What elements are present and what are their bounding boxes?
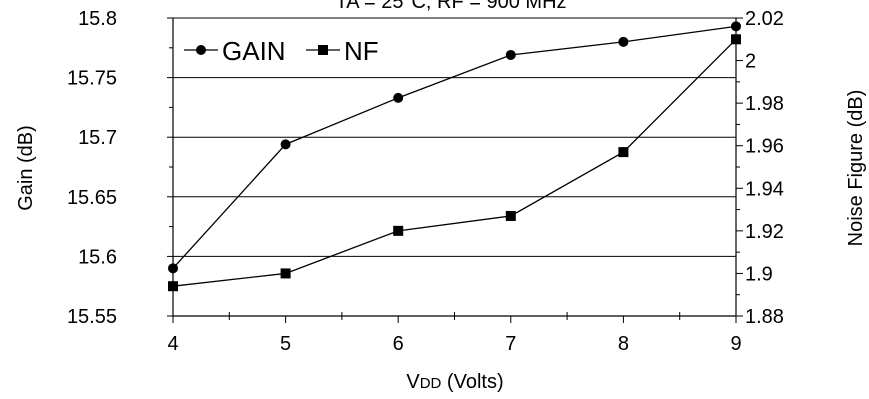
- x-tick-label: 4: [167, 333, 178, 355]
- nf-point: [731, 34, 741, 45]
- y-right-tick-label: 2: [745, 51, 756, 73]
- legend-label-nf: NF: [344, 36, 379, 66]
- y-left-tick-label: 15.7: [78, 127, 117, 149]
- x-axis-title-subscript: DD: [420, 375, 442, 392]
- x-tick-label: 6: [393, 333, 404, 355]
- x-tick-label: 5: [280, 333, 291, 355]
- gain-point: [505, 49, 516, 60]
- grid-lines: [173, 17, 736, 257]
- x-axis-title-rest: (Volts): [441, 371, 503, 393]
- nf-point: [618, 147, 629, 158]
- x-tick-label: 7: [505, 333, 516, 355]
- y-right-tick-label: 2.02: [745, 8, 784, 30]
- gain-point: [618, 36, 629, 47]
- y-left-tick-label: 15.55: [67, 306, 117, 328]
- y-left-tick-label: 15.75: [67, 68, 117, 90]
- nf-point: [280, 268, 291, 279]
- y-right-tick-label: 1.88: [745, 306, 784, 328]
- y-right-axis-title: Noise Figure (dB): [845, 90, 867, 247]
- x-tick-label: 8: [618, 333, 629, 355]
- x-axis-title: VDD (Volts): [406, 371, 503, 393]
- chart-title: TA = 25°C, RF = 900 MHz: [335, 0, 566, 13]
- nf-line: [172, 38, 737, 287]
- gain-line: [172, 25, 737, 269]
- axes: 15.55 15.6 15.65 15.7 15.75 15.8 1.88 1.9 1.92 1.…: [67, 8, 784, 355]
- gain-point: [168, 263, 178, 274]
- y-right-tick-label: 1.96: [745, 136, 784, 158]
- nf-point: [168, 281, 178, 292]
- legend-label-gain: GAIN: [222, 36, 286, 66]
- y-right-tick-label: 1.9: [745, 263, 773, 285]
- x-axis-title-main: V: [406, 371, 420, 393]
- y-left-tick-label: 15.65: [67, 187, 117, 209]
- legend: GAIN NF: [178, 31, 418, 71]
- gain-point: [280, 139, 291, 150]
- y-right-tick-label: 1.94: [745, 178, 784, 200]
- legend-marker-gain: [196, 45, 206, 55]
- x-tick-label: 9: [730, 333, 741, 355]
- legend-background: [178, 31, 418, 71]
- y-right-tick-label: 1.92: [745, 221, 784, 243]
- nf-point: [505, 210, 516, 221]
- y-right-tick-label: 1.98: [745, 93, 784, 115]
- nf-point: [393, 225, 404, 236]
- gain-point: [731, 21, 741, 32]
- series: [168, 21, 741, 292]
- y-left-axis-title: Gain (dB): [15, 125, 37, 211]
- y-left-tick-label: 15.6: [78, 246, 117, 268]
- legend-marker-nf: [318, 45, 328, 55]
- y-left-tick-label: 15.8: [78, 8, 117, 30]
- gain-point: [393, 92, 404, 103]
